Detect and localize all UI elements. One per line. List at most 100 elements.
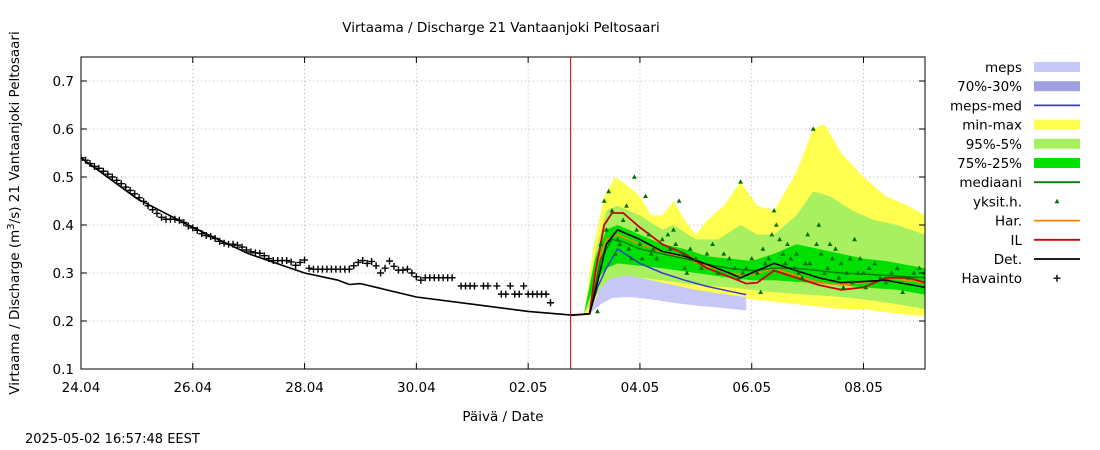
x-tick-label: 04.05 <box>621 380 660 396</box>
havainto-point <box>265 255 273 263</box>
yksit-point <box>829 256 835 261</box>
yksit-point <box>802 260 808 266</box>
legend-label: 75%-25% <box>957 156 1022 172</box>
havainto-point <box>198 230 206 238</box>
yksit-point <box>650 246 656 251</box>
meps-band <box>589 275 747 314</box>
havainto-point <box>363 259 371 267</box>
yksit-point <box>821 270 827 275</box>
yksit-point <box>628 256 634 261</box>
havainto-point <box>350 262 358 270</box>
havainto-point <box>126 186 134 194</box>
yksit-point <box>917 265 922 270</box>
havainto-point <box>131 190 139 198</box>
yksit-point <box>894 265 900 270</box>
yksit-point <box>782 260 788 266</box>
yksit-point <box>721 251 727 256</box>
legend-label: 95%-5% <box>966 137 1022 153</box>
havainto-point <box>95 164 103 172</box>
havainto-point <box>408 269 416 277</box>
havainto-point <box>283 257 291 265</box>
yksit-point <box>760 246 766 251</box>
havainto-point <box>292 261 300 269</box>
havainto-point <box>207 233 215 241</box>
yksit-point <box>624 203 629 208</box>
havainto-point <box>113 176 121 184</box>
legend-label: meps-med <box>950 98 1022 114</box>
yksit-point <box>684 270 690 275</box>
havainto-point <box>305 264 313 272</box>
yksit-point <box>836 275 842 280</box>
yksit-point <box>732 265 738 270</box>
plot-frame <box>80 56 926 370</box>
havainto-point <box>547 299 555 307</box>
havainto-point <box>359 257 367 265</box>
yksit-point <box>604 227 609 232</box>
legend-label: meps <box>985 60 1022 76</box>
yksit-point <box>799 275 805 280</box>
yksit-point <box>687 246 693 251</box>
yksit-point <box>794 251 799 256</box>
havainto-point <box>171 215 179 223</box>
havainto-point <box>81 156 89 164</box>
yksit-point <box>766 256 771 261</box>
havainto-point <box>493 282 501 290</box>
yksit-point <box>654 256 660 261</box>
legend-label: yksit.h. <box>973 194 1022 210</box>
legend-swatch <box>1034 81 1080 92</box>
x-tick-label: 28.04 <box>285 380 324 396</box>
yksit-point <box>609 208 615 213</box>
y-axis-label: Virtaama / Discharge (m3/s) 21 Vantaanjo… <box>6 31 23 394</box>
yksit-point <box>855 270 861 275</box>
havainto-point <box>175 216 183 224</box>
yksit-point <box>673 241 679 246</box>
havainto-point <box>157 213 165 221</box>
havainto-point <box>104 170 112 178</box>
legend-label: min-max <box>962 118 1022 134</box>
yksit-point <box>861 270 866 275</box>
yksit-point <box>738 179 743 184</box>
havainto-point <box>234 241 242 249</box>
havainto-point <box>117 180 125 188</box>
havainto-point <box>542 290 550 298</box>
y-tick-label: 0.7 <box>53 74 74 90</box>
yksit-point <box>735 275 741 280</box>
havainto-point <box>229 240 237 248</box>
havainto-point <box>242 246 250 254</box>
y-tick-label: 0.6 <box>53 122 74 138</box>
il-line <box>570 212 925 317</box>
yksit-point <box>852 236 857 242</box>
yksit-point <box>872 260 878 266</box>
yksit-point <box>900 289 906 294</box>
y-tick-label: 0.1 <box>53 362 74 378</box>
y-tick-label: 0.2 <box>53 314 74 330</box>
havainto-point <box>122 183 130 191</box>
yksit-point <box>866 265 872 270</box>
havainto-point <box>470 282 478 290</box>
yksit-point <box>671 227 676 232</box>
havainto-point <box>193 226 201 234</box>
det-line <box>81 157 925 317</box>
havainto-point <box>144 202 152 210</box>
yksit-point <box>785 241 790 246</box>
yksit-point <box>620 217 626 222</box>
yksit-point <box>863 284 869 290</box>
legend: meps 70%-30% meps-med min-max 95%-5% 75%-25% m… <box>950 60 1080 287</box>
yksit-point <box>814 241 819 246</box>
havainto-point <box>108 173 116 181</box>
havainto-point <box>345 265 353 273</box>
havainto-point <box>180 219 188 227</box>
havainto-point <box>86 160 94 168</box>
havainto-point <box>403 265 411 273</box>
yksit-point <box>648 251 654 256</box>
yksit-point <box>805 232 811 237</box>
yksit-point <box>637 241 643 246</box>
yksit-point <box>889 270 894 275</box>
havainto-point <box>448 274 456 282</box>
havainto-point <box>216 237 224 245</box>
yksit-point <box>771 208 777 213</box>
legend-swatch <box>1034 119 1080 130</box>
yksit-point <box>615 236 620 242</box>
havainto-point <box>140 197 148 205</box>
havainto-point <box>417 276 425 284</box>
